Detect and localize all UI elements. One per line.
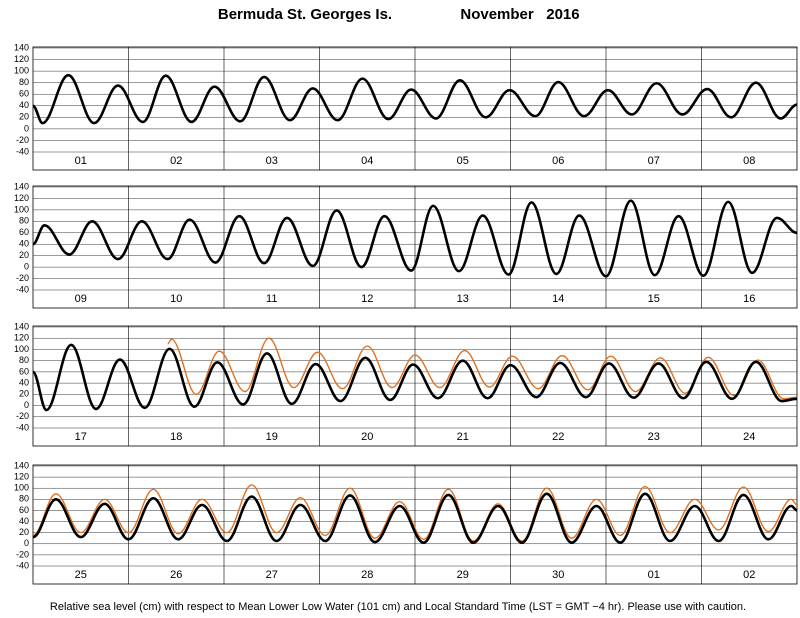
y-tick-label: 100 bbox=[14, 204, 29, 214]
y-tick-label: 20 bbox=[19, 250, 29, 260]
y-tick-label: 140 bbox=[14, 42, 29, 52]
y-tick-label: 80 bbox=[19, 494, 29, 504]
y-tick-label: 0 bbox=[24, 123, 29, 133]
x-tick-label: 03 bbox=[266, 155, 278, 167]
tide-line bbox=[32, 199, 798, 278]
y-tick-label: 40 bbox=[19, 100, 29, 110]
y-tick-label: -40 bbox=[16, 422, 29, 432]
y-tick-label: 0 bbox=[24, 261, 29, 271]
tide-line bbox=[167, 337, 798, 400]
x-tick-label: 28 bbox=[361, 569, 373, 581]
x-tick-label: 06 bbox=[552, 155, 564, 167]
y-tick-label: 0 bbox=[24, 538, 29, 548]
month-title: November 2016 bbox=[460, 6, 579, 23]
y-tick-label: -20 bbox=[16, 549, 29, 559]
y-tick-label: -40 bbox=[16, 560, 29, 570]
y-tick-label: 80 bbox=[19, 77, 29, 87]
x-tick-label: 22 bbox=[552, 431, 564, 443]
x-tick-label: 05 bbox=[457, 155, 469, 167]
x-tick-label: 29 bbox=[457, 569, 469, 581]
x-tick-label: 15 bbox=[648, 293, 660, 305]
x-tick-label: 07 bbox=[648, 155, 660, 167]
tide-line bbox=[32, 492, 798, 544]
x-tick-label: 09 bbox=[75, 293, 87, 305]
y-tick-label: -40 bbox=[16, 146, 29, 156]
y-tick-label: 60 bbox=[19, 505, 29, 515]
y-tick-label: -20 bbox=[16, 273, 29, 283]
y-tick-label: 60 bbox=[19, 227, 29, 237]
y-tick-label: 120 bbox=[14, 193, 29, 203]
y-tick-label: 20 bbox=[19, 112, 29, 122]
x-tick-label: 27 bbox=[266, 569, 278, 581]
tide-line bbox=[31, 343, 798, 412]
y-tick-label: 0 bbox=[24, 400, 29, 410]
y-tick-label: -20 bbox=[16, 411, 29, 421]
tide-line bbox=[32, 73, 798, 125]
y-tick-label: 20 bbox=[19, 389, 29, 399]
y-tick-label: 100 bbox=[14, 65, 29, 75]
y-tick-label: 140 bbox=[14, 460, 29, 470]
station-title: Bermuda St. Georges Is. bbox=[218, 6, 392, 23]
y-tick-label: -40 bbox=[16, 284, 29, 294]
x-tick-label: 01 bbox=[648, 569, 660, 581]
x-tick-label: 21 bbox=[457, 431, 469, 443]
x-tick-label: 19 bbox=[266, 431, 278, 443]
x-tick-label: 20 bbox=[361, 431, 373, 443]
x-tick-label: 10 bbox=[170, 293, 182, 305]
y-tick-label: 80 bbox=[19, 216, 29, 226]
x-tick-label: 30 bbox=[552, 569, 564, 581]
y-tick-label: 140 bbox=[14, 321, 29, 331]
x-tick-label: 12 bbox=[361, 293, 373, 305]
y-tick-label: 100 bbox=[14, 483, 29, 493]
x-tick-label: 25 bbox=[75, 569, 87, 581]
x-tick-label: 01 bbox=[75, 155, 87, 167]
y-tick-label: 40 bbox=[19, 239, 29, 249]
y-tick-label: 60 bbox=[19, 366, 29, 376]
x-tick-label: 02 bbox=[170, 155, 182, 167]
y-tick-label: 80 bbox=[19, 355, 29, 365]
y-tick-label: 40 bbox=[19, 516, 29, 526]
x-tick-label: 24 bbox=[743, 431, 755, 443]
y-tick-label: 120 bbox=[14, 54, 29, 64]
x-tick-label: 14 bbox=[552, 293, 564, 305]
x-tick-label: 11 bbox=[266, 293, 277, 305]
x-tick-label: 02 bbox=[743, 569, 755, 581]
x-tick-label: 26 bbox=[170, 569, 182, 581]
y-tick-label: 100 bbox=[14, 344, 29, 354]
x-tick-label: 16 bbox=[743, 293, 755, 305]
y-tick-label: 120 bbox=[14, 333, 29, 343]
x-tick-label: 13 bbox=[457, 293, 469, 305]
x-tick-label: 23 bbox=[648, 431, 660, 443]
y-tick-label: 20 bbox=[19, 527, 29, 537]
y-tick-label: 60 bbox=[19, 89, 29, 99]
x-tick-label: 18 bbox=[170, 431, 182, 443]
x-tick-label: 04 bbox=[361, 155, 373, 167]
x-tick-label: 08 bbox=[743, 155, 755, 167]
y-tick-label: 40 bbox=[19, 377, 29, 387]
x-tick-label: 17 bbox=[75, 431, 87, 443]
y-tick-label: 120 bbox=[14, 471, 29, 481]
footer-note: Relative sea level (cm) with respect to … bbox=[50, 601, 746, 613]
tide-line bbox=[32, 484, 798, 542]
y-tick-label: 140 bbox=[14, 181, 29, 191]
y-tick-label: -20 bbox=[16, 135, 29, 145]
